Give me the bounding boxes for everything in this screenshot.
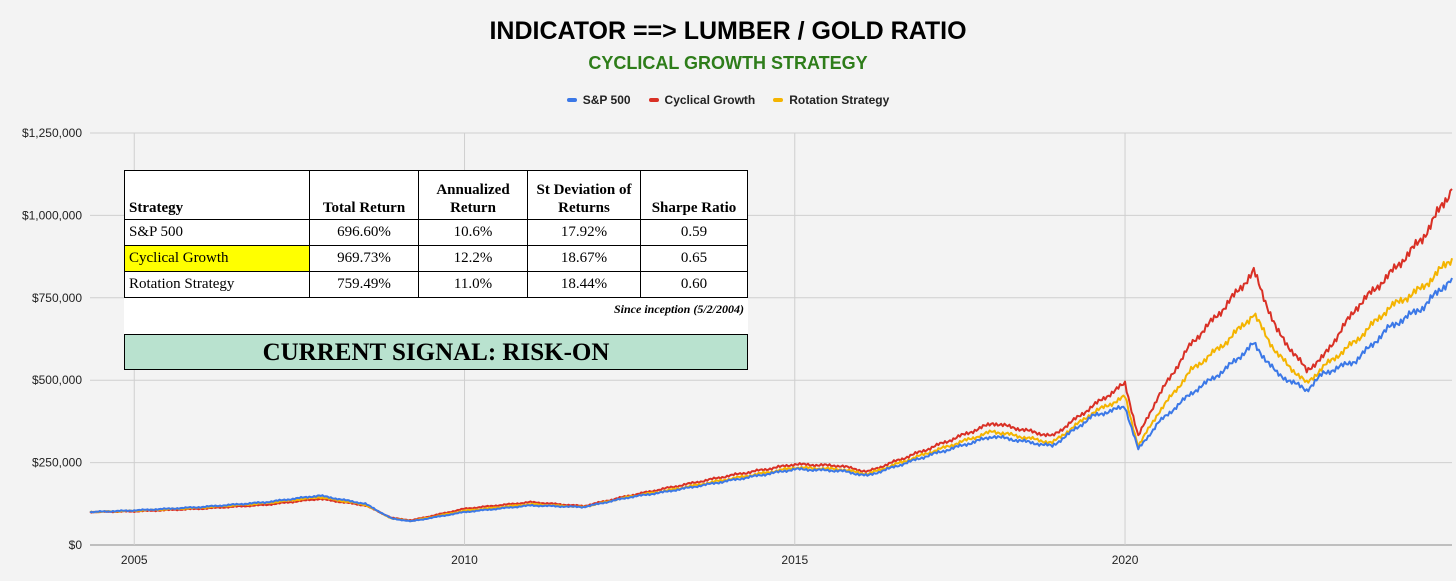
row-annualized-return: 10.6% — [418, 219, 528, 246]
header-st-deviation: St Deviation of Returns — [527, 170, 641, 220]
legend-item-rotation-strategy[interactable]: Rotation Strategy — [773, 93, 889, 107]
legend: S&P 500 Cyclical Growth Rotation Strateg… — [0, 93, 1456, 107]
x-tick-label: 2020 — [1112, 553, 1139, 567]
axis-labels: $0 $250,000 $500,000 $750,000 $1,000,000 $1,2… — [22, 126, 1139, 567]
series-line-s-p-500 — [89, 277, 1453, 523]
row-total-return: 696.60% — [309, 219, 419, 246]
x-tick-label: 2005 — [121, 553, 148, 567]
x-tick-label: 2010 — [451, 553, 478, 567]
row-strategy: Rotation Strategy — [124, 271, 310, 298]
chart-title: INDICATOR ==> LUMBER / GOLD RATIO — [489, 17, 967, 45]
legend-label-sp500: S&P 500 — [582, 93, 631, 107]
row-strategy: S&P 500 — [124, 219, 310, 246]
series-lines — [89, 188, 1453, 523]
legend-swatch-rotation-strategy — [773, 98, 784, 102]
y-tick-label: $250,000 — [32, 456, 82, 470]
row-sharpe-ratio: 0.59 — [640, 219, 748, 246]
inception-note: Since inception (5/2/2004) — [124, 298, 748, 334]
legend-label-cyclical-growth: Cyclical Growth — [664, 93, 756, 107]
current-signal-banner: CURRENT SIGNAL: RISK-ON — [124, 334, 748, 370]
y-tick-label: $1,250,000 — [22, 126, 82, 140]
header-annualized-return: Annualized Return — [418, 170, 528, 220]
series-line-cyclical-growth — [89, 188, 1453, 522]
header-strategy: Strategy — [124, 170, 310, 220]
row-st-deviation: 18.44% — [527, 271, 641, 298]
row-total-return: 759.49% — [309, 271, 419, 298]
header-sharpe-ratio: Sharpe Ratio — [640, 170, 748, 220]
row-annualized-return: 12.2% — [418, 245, 528, 272]
table-row: Cyclical Growth 969.73% 12.2% 18.67% 0.6… — [124, 245, 748, 272]
row-sharpe-ratio: 0.60 — [640, 271, 748, 298]
y-tick-label: $1,000,000 — [22, 208, 82, 222]
row-sharpe-ratio: 0.65 — [640, 245, 748, 272]
stats-table: Strategy Total Return Annualized Return … — [124, 170, 748, 298]
x-tick-label: 2015 — [781, 553, 808, 567]
legend-label-rotation-strategy: Rotation Strategy — [789, 93, 890, 107]
legend-item-cyclical-growth[interactable]: Cyclical Growth — [648, 93, 756, 107]
header-total-return: Total Return — [309, 170, 419, 220]
row-total-return: 969.73% — [309, 245, 419, 272]
legend-item-sp500[interactable]: S&P 500 — [566, 93, 631, 107]
row-st-deviation: 17.92% — [527, 219, 641, 246]
y-tick-label: $500,000 — [32, 373, 82, 387]
legend-swatch-cyclical-growth — [648, 98, 659, 102]
chart-subtitle: CYCLICAL GROWTH STRATEGY — [588, 53, 868, 73]
table-row: Rotation Strategy 759.49% 11.0% 18.44% 0… — [124, 271, 748, 298]
row-st-deviation: 18.67% — [527, 245, 641, 272]
y-tick-label: $750,000 — [32, 291, 82, 305]
table-row: S&P 500 696.60% 10.6% 17.92% 0.59 — [124, 219, 748, 246]
legend-swatch-sp500 — [566, 98, 577, 102]
y-tick-label: $0 — [69, 538, 83, 552]
stats-panel: Strategy Total Return Annualized Return … — [124, 170, 748, 370]
row-annualized-return: 11.0% — [418, 271, 528, 298]
stats-table-header-row: Strategy Total Return Annualized Return … — [124, 170, 748, 220]
row-strategy-highlighted: Cyclical Growth — [124, 245, 310, 272]
